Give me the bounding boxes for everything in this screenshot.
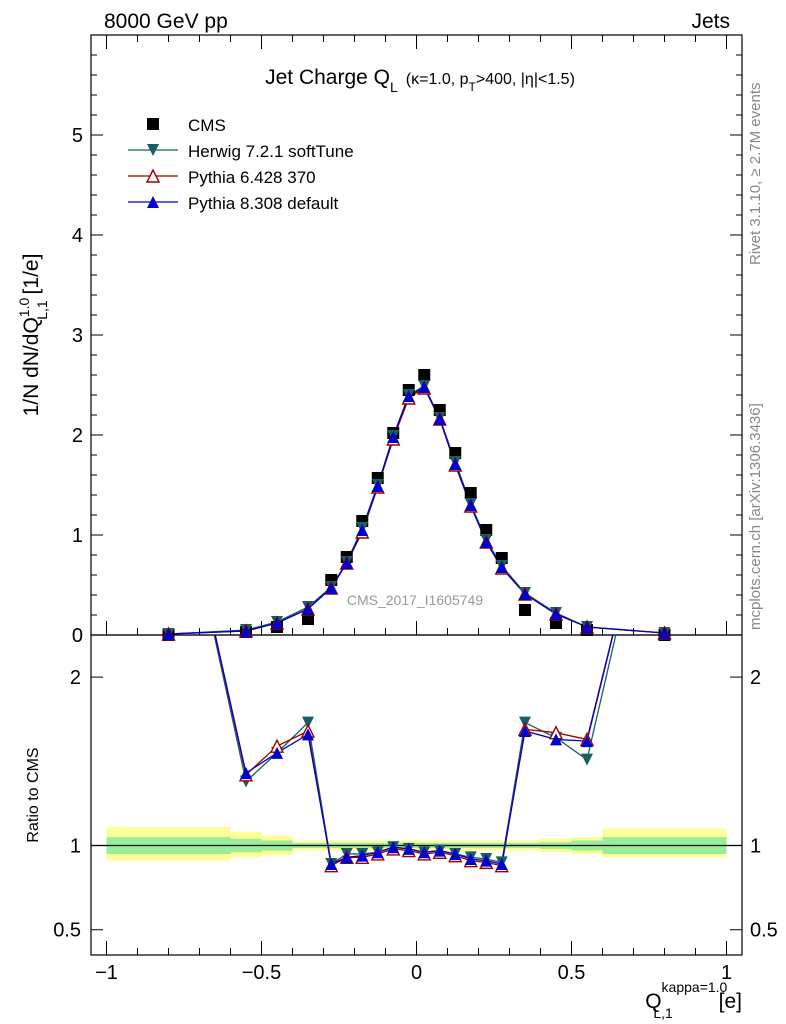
ratio-series-lines: [213, 635, 617, 867]
ratio-axis-ticks: 0.5 0.5 1 1 2 2 −1 −0.5 0 0.5 1: [53, 667, 778, 984]
main-point-pythia-8-308-default-5: [340, 557, 353, 569]
ratio-point-pythia-8-308-default-5: [340, 851, 353, 864]
main-point-pythia-8-308-default-14: [480, 536, 493, 548]
ratio-panel-frame: [90, 634, 743, 956]
ratio-line-herwig-7-2-1-softtune: [213, 635, 617, 866]
ratio-point-pythia-8-308-default-12: [449, 847, 462, 860]
main-series-markers: [161, 369, 672, 641]
ratio-point-pythia-8-308-default-15: [495, 858, 508, 871]
ratio-ytick-label-right-2: 2: [750, 667, 761, 689]
ratio-ytick-label-left-2: 2: [70, 667, 81, 689]
xtick-label-4: 1: [721, 962, 732, 984]
main-point-pythia-8-308-default-15: [495, 561, 508, 573]
main-ytick-label-5: 5: [72, 125, 83, 147]
ratio-ytick-label-left-1: 1: [70, 836, 81, 858]
main-point-pythia-8-308-default-2: [271, 617, 283, 629]
main-point-pythia-8-308-default-18: [581, 621, 593, 633]
ratio-point-pythia-8-308-default-2: [271, 746, 283, 759]
xtick-label-0: −1: [95, 962, 118, 984]
ratio-point-pythia-8-308-default-6: [356, 849, 369, 862]
main-point-cms-13: [464, 487, 477, 499]
ratio-point-pythia-8-308-default-4: [325, 858, 338, 871]
main-point-pythia-8-308-default-12: [449, 458, 462, 470]
ratio-line-pythia-8-308-default: [214, 635, 614, 865]
main-point-pythia-8-308-default-10: [418, 381, 431, 393]
main-point-pythia-8-308-default-7: [371, 480, 384, 492]
ratio-point-pythia-8-308-default-10: [418, 846, 431, 859]
ratio-point-herwig-7-2-1-softtune-3: [302, 716, 314, 729]
main-point-pythia-8-308-default-0: [162, 628, 175, 640]
plot-title: Jet Charge QL (κ=1.0, pT>400, |η|<1.5): [265, 66, 575, 95]
ratio-point-pythia-8-308-default-14: [480, 854, 493, 867]
legend-marker-cms: [147, 118, 159, 130]
ratio-point-pythia-8-308-default-7: [371, 846, 384, 859]
legend-label-herwig-7-2-1-softtune: Herwig 7.2.1 softTune: [188, 142, 354, 161]
xtick-label-1: −0.5: [242, 962, 281, 984]
ratio-point-herwig-7-2-1-softtune-18: [581, 753, 593, 766]
main-ytick-label-1: 1: [72, 525, 83, 547]
main-point-pythia-8-308-default-8: [387, 431, 400, 443]
xtick-label-3: 0.5: [558, 962, 586, 984]
ratio-uncertainty-bands: [91, 827, 742, 861]
main-ytick-label-0: 0: [72, 625, 83, 647]
ratio-point-pythia-8-308-default-1: [240, 767, 252, 780]
main-ytick-label-3: 3: [72, 325, 83, 347]
xtick-label-2: 0: [411, 962, 422, 984]
ratio-point-pythia-8-308-default-16: [519, 725, 531, 737]
main-point-cms-14: [480, 524, 493, 536]
legend: CMS Herwig 7.2.1 softTune Pythia 6.428 370…: [128, 116, 354, 213]
ratio-point-pythia-8-308-default-9: [402, 842, 415, 855]
ratio-point-pythia-8-308-default-11: [433, 844, 446, 857]
header-collision-label: 8000 GeV pp: [104, 10, 228, 33]
ratio-series-markers: [238, 716, 595, 873]
ratio-point-pythia-8-308-default-3: [302, 728, 314, 741]
main-point-pythia-8-308-default-19: [658, 627, 671, 639]
ratio-ytick-label-left-0.5: 0.5: [53, 920, 81, 942]
legend-label-pythia-6-428-370: Pythia 6.428 370: [188, 168, 316, 187]
main-point-cms-3: [302, 613, 314, 625]
main-axis-ticks: 0 1 2 3 4 5: [72, 35, 742, 647]
main-point-pythia-8-308-default-17: [550, 608, 562, 620]
analysis-watermark: CMS_2017_I1605749: [347, 592, 483, 608]
y-axis-title-main: 1/N dN/dQ1.0 L,1 [1/e]: [16, 254, 50, 417]
legend-marker-pythia-6-428-370: [145, 168, 161, 183]
ratio-point-pythia-8-308-default-17: [550, 733, 562, 746]
main-point-pythia-8-308-default-1: [240, 625, 252, 637]
y-axis-title-ratio: Ratio to CMS: [25, 747, 42, 842]
main-point-pythia-8-308-default-4: [325, 582, 338, 594]
main-ytick-label-4: 4: [72, 225, 83, 247]
ratio-point-pythia-8-308-default-18: [581, 735, 593, 748]
rivet-version-label: Rivet 3.1.10, ≥ 2.7M events: [747, 83, 764, 266]
legend-marker-herwig-7-2-1-softtune: [147, 144, 159, 156]
ratio-point-pythia-8-308-default-8: [387, 841, 400, 854]
main-point-pythia-8-308-default-11: [433, 413, 446, 425]
main-point-pythia-8-308-default-6: [356, 524, 369, 536]
main-point-pythia-8-308-default-16: [519, 588, 531, 600]
mcplots-label: mcplots.cern.ch [arXiv:1306.3436]: [747, 403, 764, 630]
legend-label-pythia-8-308-default: Pythia 8.308 default: [188, 194, 339, 213]
main-point-pythia-8-308-default-9: [402, 390, 415, 402]
x-axis-title: Qkappa=1.0 L,1 [e]: [645, 979, 742, 1021]
ratio-ytick-label-right-0.5: 0.5: [750, 920, 778, 942]
main-ytick-label-2: 2: [72, 425, 83, 447]
ratio-line-pythia-6-428-370: [214, 635, 614, 867]
header-category-label: Jets: [691, 10, 730, 33]
ratio-ytick-label-right-1: 1: [750, 836, 761, 858]
ratio-point-pythia-8-308-default-13: [464, 853, 477, 865]
main-point-pythia-8-308-default-13: [464, 499, 477, 511]
legend-label-cms: CMS: [188, 116, 226, 135]
legend-marker-pythia-8-308-default: [147, 196, 159, 208]
main-point-pythia-8-308-default-3: [302, 603, 314, 615]
main-point-cms-16: [519, 604, 531, 616]
main-point-cms-10: [418, 369, 431, 381]
